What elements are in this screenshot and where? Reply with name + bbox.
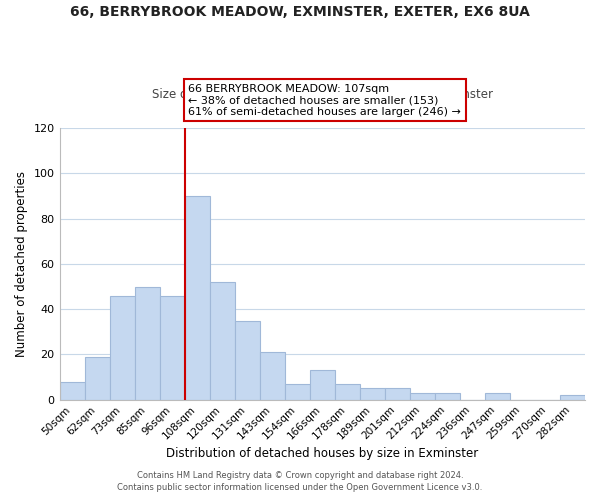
Bar — [485, 393, 510, 400]
Bar — [410, 393, 435, 400]
Bar — [134, 286, 160, 400]
Bar — [335, 384, 360, 400]
Bar — [435, 393, 460, 400]
Bar — [110, 296, 134, 400]
Title: Size of property relative to detached houses in Exminster: Size of property relative to detached ho… — [152, 88, 493, 101]
Y-axis label: Number of detached properties: Number of detached properties — [15, 171, 28, 357]
Bar — [360, 388, 385, 400]
Bar — [185, 196, 209, 400]
Text: Contains HM Land Registry data © Crown copyright and database right 2024.
Contai: Contains HM Land Registry data © Crown c… — [118, 471, 482, 492]
Bar — [310, 370, 335, 400]
Bar — [235, 320, 260, 400]
Bar — [160, 296, 185, 400]
Bar — [85, 356, 110, 400]
Bar — [560, 395, 585, 400]
Text: 66, BERRYBROOK MEADOW, EXMINSTER, EXETER, EX6 8UA: 66, BERRYBROOK MEADOW, EXMINSTER, EXETER… — [70, 5, 530, 19]
Bar — [59, 382, 85, 400]
Bar — [285, 384, 310, 400]
Bar — [385, 388, 410, 400]
Bar — [260, 352, 285, 400]
Bar — [209, 282, 235, 400]
Text: 66 BERRYBROOK MEADOW: 107sqm
← 38% of detached houses are smaller (153)
61% of s: 66 BERRYBROOK MEADOW: 107sqm ← 38% of de… — [188, 84, 461, 117]
X-axis label: Distribution of detached houses by size in Exminster: Distribution of detached houses by size … — [166, 447, 478, 460]
